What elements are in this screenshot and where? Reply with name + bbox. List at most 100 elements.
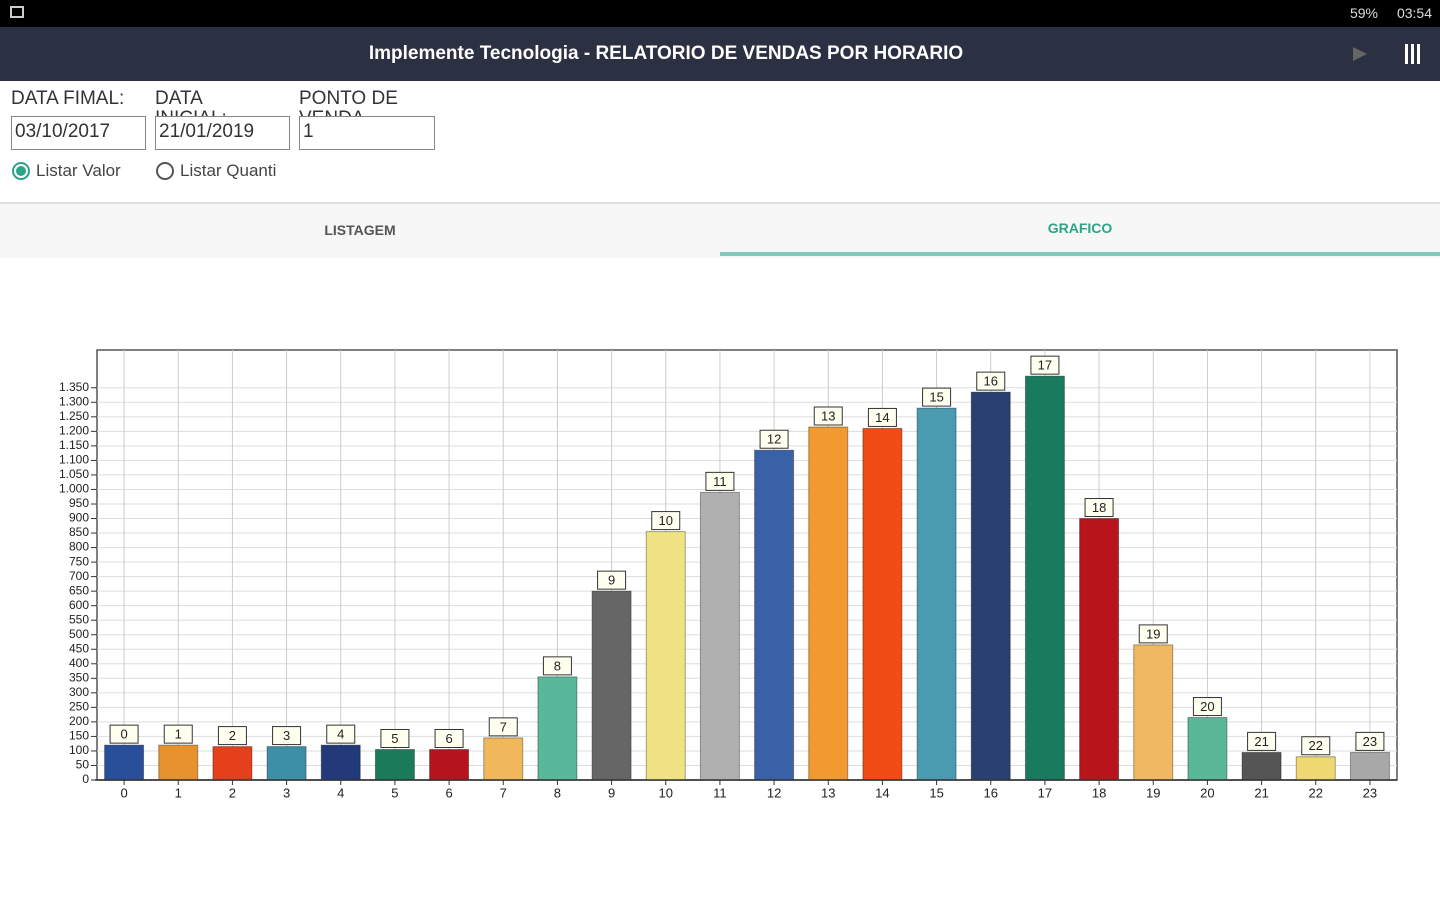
- bar-label: 7: [500, 719, 507, 734]
- date-input[interactable]: 1: [299, 116, 435, 150]
- bar-label: 17: [1038, 358, 1052, 373]
- x-tick-label: 6: [445, 785, 452, 800]
- x-tick-label: 1: [175, 785, 182, 800]
- bar: [320, 744, 361, 781]
- bar-label-box: [1247, 731, 1277, 751]
- bar-label-box: [272, 726, 302, 746]
- y-tick-label: 900: [69, 511, 89, 525]
- bar-label-box: [705, 471, 735, 491]
- x-tick-label: 12: [767, 785, 781, 800]
- radio-label: Listar Valor: [36, 161, 121, 180]
- bar-label: 18: [1092, 500, 1106, 515]
- status-bar: 59% 03:54: [0, 0, 1440, 27]
- y-tick-label: 1.350: [59, 380, 89, 394]
- bar-label-box: [922, 387, 952, 407]
- bar-label: 8: [554, 658, 561, 673]
- radio-button[interactable]: [156, 162, 174, 180]
- bar-label: 3: [283, 728, 290, 743]
- bar-label: 22: [1309, 738, 1323, 753]
- tab-bar: LISTAGEM GRAFICO: [0, 202, 1440, 258]
- plot-area: [96, 349, 1398, 781]
- radio-option[interactable]: Listar Quanti: [156, 161, 276, 181]
- y-tick-label: 0: [82, 772, 89, 786]
- clock: 03:54: [1396, 5, 1432, 21]
- bar: [158, 744, 199, 781]
- bar-label-box: [163, 724, 193, 744]
- bar-label: 15: [929, 390, 943, 405]
- y-tick-label: 550: [69, 612, 89, 626]
- date-input[interactable]: 03/10/2017: [11, 116, 146, 150]
- bar-label-box: [217, 726, 247, 746]
- bar: [754, 449, 795, 781]
- y-tick-label: 250: [69, 700, 89, 714]
- bar-label: 20: [1200, 699, 1214, 714]
- bar: [645, 531, 686, 781]
- x-tick-label: 16: [984, 785, 998, 800]
- date-input[interactable]: 21/01/2019: [155, 116, 290, 150]
- x-tick-label: 3: [283, 785, 290, 800]
- x-tick-label: 18: [1092, 785, 1106, 800]
- x-tick-label: 23: [1363, 785, 1377, 800]
- bar: [699, 491, 740, 781]
- y-tick-label: 1.050: [59, 467, 89, 481]
- tab[interactable]: GRAFICO: [720, 204, 1440, 256]
- field-label: DATA FIMAL:: [11, 88, 125, 109]
- bar-label-box: [597, 570, 627, 590]
- y-tick-label: 1.250: [59, 409, 89, 423]
- bar-label-box: [109, 724, 139, 744]
- x-tick-label: 10: [659, 785, 673, 800]
- bar-label: 2: [229, 728, 236, 743]
- y-tick-label: 1.150: [59, 438, 89, 452]
- bar: [591, 590, 632, 781]
- bar-label-box: [651, 511, 681, 531]
- bar: [1079, 518, 1120, 781]
- radio-option[interactable]: Listar Valor: [12, 161, 121, 181]
- bar-label-box: [488, 717, 518, 737]
- bar: [1024, 375, 1065, 781]
- x-tick-label: 2: [229, 785, 236, 800]
- x-tick-label: 7: [500, 785, 507, 800]
- y-tick-label: 50: [76, 758, 90, 772]
- x-tick-label: 8: [554, 785, 561, 800]
- bar: [104, 744, 145, 781]
- bar-label: 21: [1254, 734, 1268, 749]
- bar: [212, 746, 253, 781]
- bar: [537, 676, 578, 781]
- bar-label-box: [813, 406, 843, 426]
- bar-label: 16: [984, 374, 998, 389]
- bar: [483, 737, 524, 781]
- bar-label-box: [867, 407, 897, 427]
- y-tick-label: 950: [69, 496, 89, 510]
- x-tick-label: 20: [1200, 785, 1214, 800]
- bar-label-box: [1192, 697, 1222, 717]
- x-tick-label: 13: [821, 785, 835, 800]
- bar: [862, 427, 903, 781]
- y-tick-label: 450: [69, 641, 89, 655]
- bar: [374, 748, 415, 781]
- bar-label-box: [434, 728, 464, 748]
- y-tick-label: 300: [69, 685, 89, 699]
- bar-label-box: [1084, 498, 1114, 518]
- x-tick-label: 15: [929, 785, 943, 800]
- y-tick-label: 1.300: [59, 394, 89, 408]
- chart: 0501001502002503003504004505005506006507…: [59, 349, 1398, 800]
- y-tick-label: 600: [69, 598, 89, 612]
- tab[interactable]: LISTAGEM: [324, 222, 396, 238]
- play-button[interactable]: [1350, 44, 1370, 64]
- bar-label-box: [976, 371, 1006, 391]
- bar-label-box: [380, 728, 410, 748]
- bar: [970, 391, 1011, 781]
- x-tick-label: 0: [120, 785, 127, 800]
- radio-button[interactable]: [12, 162, 30, 180]
- bar: [1349, 751, 1390, 781]
- y-tick-label: 700: [69, 569, 89, 583]
- app-title: Implemente Tecnologia - RELATORIO DE VEN…: [368, 43, 964, 64]
- bar: [266, 746, 307, 781]
- x-tick-label: 9: [608, 785, 615, 800]
- bar-label-box: [1301, 736, 1331, 756]
- menu-button[interactable]: [1403, 42, 1423, 66]
- y-tick-label: 500: [69, 627, 89, 641]
- x-tick-label: 14: [875, 785, 889, 800]
- bar-label-box: [542, 656, 572, 676]
